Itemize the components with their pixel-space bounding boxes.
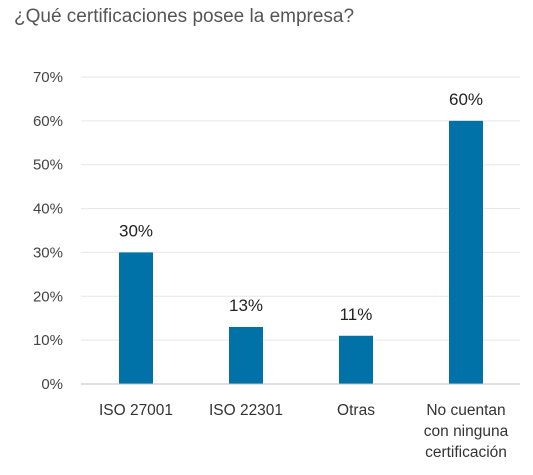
gridlines	[81, 76, 520, 341]
chart-title: ¿Qué certificaciones posee la empresa?	[14, 6, 355, 27]
bar	[119, 252, 153, 384]
y-tick-label: 10%	[33, 332, 63, 349]
x-tick-label: ISO 27001	[99, 402, 173, 419]
x-tick-label: No cuentan con ninguna certificación	[424, 402, 509, 461]
data-label: 30%	[119, 221, 153, 240]
bar	[449, 120, 483, 384]
data-label: 13%	[229, 296, 263, 315]
data-label: 60%	[449, 90, 483, 109]
y-tick-label: 60%	[33, 113, 63, 130]
x-tick-label: ISO 22301	[209, 402, 283, 419]
y-tick-label: 70%	[33, 69, 63, 86]
y-tick-label: 50%	[33, 157, 63, 174]
bars	[119, 120, 483, 384]
category-labels: ISO 27001 ISO 22301 Otras No cuentan con nin…	[99, 402, 509, 461]
y-tick-label: 0%	[41, 376, 63, 393]
y-tick-label: 30%	[33, 244, 63, 261]
x-tick-label: Otras	[337, 402, 375, 419]
y-axis-ticks: 0% 10% 20% 30% 40% 50% 60% 70%	[33, 69, 63, 393]
data-labels: 30% 13% 11% 60%	[119, 90, 483, 324]
y-tick-label: 40%	[33, 201, 63, 218]
data-label: 11%	[340, 305, 373, 324]
bar	[229, 326, 263, 384]
y-tick-label: 20%	[33, 288, 63, 305]
bar	[339, 335, 373, 384]
